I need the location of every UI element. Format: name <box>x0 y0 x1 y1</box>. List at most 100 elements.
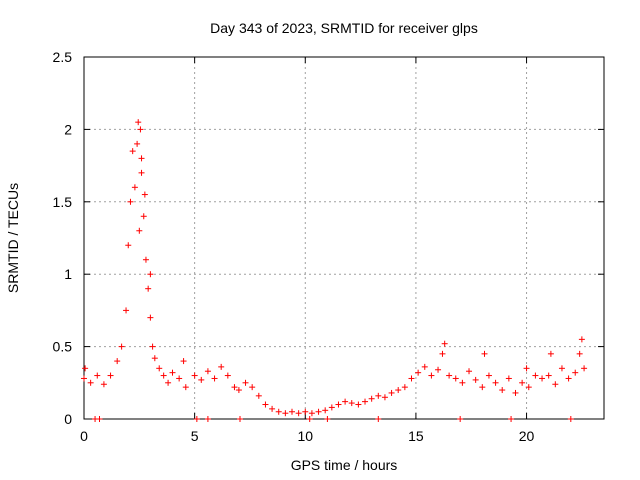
y-tick-label: 1.5 <box>53 194 73 210</box>
data-point <box>512 389 519 396</box>
data-point <box>136 227 143 234</box>
data-point <box>137 126 144 133</box>
data-point <box>459 379 466 386</box>
y-tick-label: 2.5 <box>53 49 73 65</box>
data-point <box>255 392 262 399</box>
data-point <box>523 365 530 372</box>
data-point <box>218 363 225 370</box>
data-point <box>472 376 479 383</box>
data-point <box>306 416 313 422</box>
y-axis-label: SRMTID / TECUs <box>5 183 21 293</box>
data-point <box>125 242 132 249</box>
data-point <box>519 379 526 386</box>
data-point <box>94 372 101 379</box>
data-point <box>182 384 189 391</box>
data-point <box>114 358 121 365</box>
data-point <box>198 376 205 383</box>
data-point <box>180 358 187 365</box>
data-point <box>508 416 515 422</box>
axis-ticks: 0 5 10 15 20 0 0.5 1 1.5 2 2.5 <box>53 49 604 444</box>
data-point <box>204 416 211 422</box>
x-tick-label: 0 <box>80 428 88 444</box>
data-point <box>147 271 154 278</box>
data-point <box>552 381 559 388</box>
y-tick-label: 2 <box>64 121 72 137</box>
data-point <box>375 392 382 399</box>
data-point <box>160 372 167 379</box>
data-point <box>572 369 579 376</box>
data-point <box>492 379 499 386</box>
x-axis-label: GPS time / hours <box>291 457 398 473</box>
y-tick-label: 0 <box>64 411 72 427</box>
data-point <box>452 375 459 382</box>
data-point <box>565 375 572 382</box>
data-point <box>324 416 331 422</box>
data-point <box>381 394 388 401</box>
data-point <box>87 379 94 386</box>
data-point <box>81 375 87 382</box>
data-point <box>428 372 435 379</box>
x-tick-label: 15 <box>408 428 424 444</box>
data-point <box>322 407 329 414</box>
data-point <box>368 395 375 402</box>
data-point <box>415 369 422 376</box>
data-point <box>388 389 395 396</box>
plot-frame <box>83 56 605 420</box>
x-tick-label: 20 <box>519 428 535 444</box>
data-point <box>421 363 428 370</box>
data-point <box>289 408 295 415</box>
data-point <box>134 140 141 147</box>
data-point <box>123 307 130 314</box>
data-point <box>342 398 349 405</box>
data-point <box>362 398 369 405</box>
data-point <box>193 416 200 422</box>
grid-lines <box>84 57 604 419</box>
data-point <box>191 372 198 379</box>
data-point <box>140 213 147 220</box>
data-point <box>169 369 176 376</box>
data-point <box>231 384 238 391</box>
data-point <box>211 375 218 382</box>
data-point <box>558 365 565 372</box>
data-point <box>395 387 402 394</box>
data-point <box>224 372 231 379</box>
data-point <box>302 408 309 415</box>
data-point <box>165 379 172 386</box>
data-point <box>545 372 552 379</box>
data-point <box>578 336 585 343</box>
data-point <box>335 401 342 408</box>
data-point <box>151 355 158 362</box>
data-point <box>242 379 249 386</box>
data-point <box>295 410 302 417</box>
data-point <box>204 368 211 375</box>
y-tick-label: 1 <box>64 266 72 282</box>
data-point <box>138 169 145 176</box>
data-point <box>532 372 539 379</box>
data-point <box>237 416 243 422</box>
data-point <box>145 285 152 292</box>
data-point <box>138 155 145 162</box>
data-point <box>355 401 362 408</box>
data-point <box>401 384 408 391</box>
data-point <box>235 387 242 394</box>
data-point <box>439 350 446 357</box>
data-point <box>249 384 256 391</box>
data-point <box>485 372 492 379</box>
data-point <box>118 343 125 350</box>
data-points <box>81 119 588 422</box>
data-point <box>82 365 89 372</box>
data-point <box>408 375 415 382</box>
data-point <box>275 408 282 415</box>
data-point <box>147 314 154 321</box>
data-point <box>441 340 448 347</box>
data-point <box>435 366 442 373</box>
data-point <box>141 191 148 198</box>
x-tick-label: 10 <box>297 428 313 444</box>
data-point <box>100 381 107 388</box>
data-point <box>135 119 142 126</box>
data-point <box>129 148 136 155</box>
data-point <box>315 408 322 415</box>
data-point <box>547 350 554 357</box>
data-point <box>127 198 134 205</box>
